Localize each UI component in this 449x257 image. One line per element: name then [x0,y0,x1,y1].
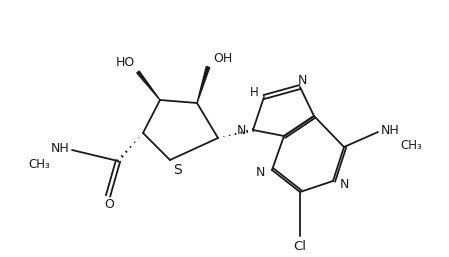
Text: S: S [173,163,182,177]
Text: OH: OH [213,52,232,66]
Text: O: O [104,198,114,212]
Text: H: H [250,86,258,98]
Text: NH: NH [381,124,400,136]
Text: NH: NH [50,142,69,154]
Polygon shape [197,67,210,103]
Text: N: N [297,75,307,87]
Text: CH₃: CH₃ [28,158,50,171]
Text: HO: HO [116,57,135,69]
Text: Cl: Cl [294,240,307,252]
Text: CH₃: CH₃ [400,139,422,152]
Text: N: N [255,166,265,179]
Polygon shape [137,71,160,100]
Text: N: N [340,179,349,191]
Text: N: N [237,124,246,136]
